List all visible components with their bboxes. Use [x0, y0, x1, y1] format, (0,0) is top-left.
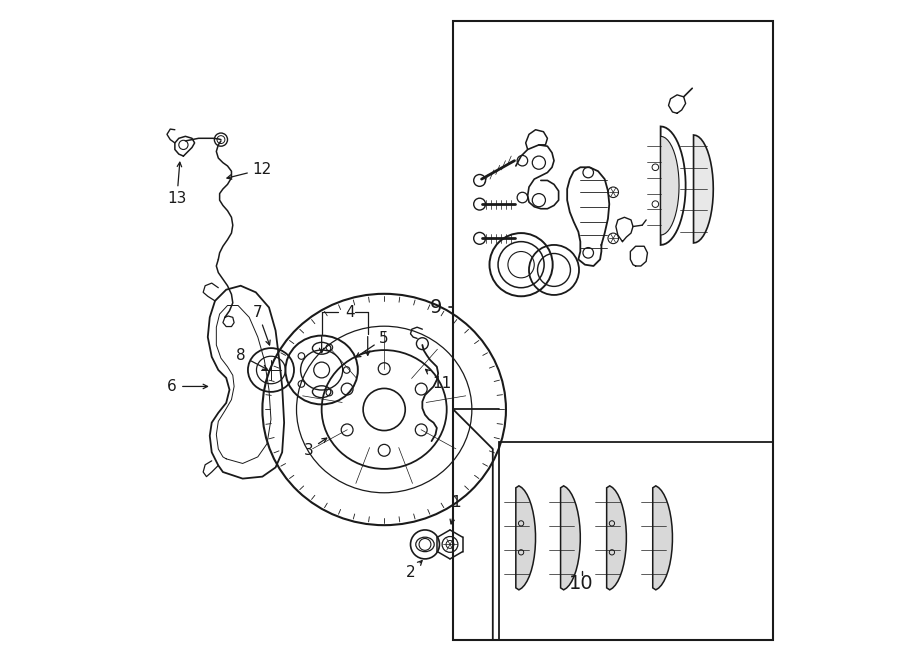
Text: 4: 4	[345, 305, 355, 319]
Polygon shape	[652, 486, 672, 590]
Text: 6: 6	[167, 379, 208, 394]
Text: 5: 5	[356, 331, 389, 357]
Text: 12: 12	[227, 162, 272, 179]
Text: 9: 9	[429, 298, 442, 317]
Text: 10: 10	[570, 574, 594, 594]
Text: 2: 2	[406, 561, 422, 580]
Bar	[454, 21, 772, 640]
Polygon shape	[607, 486, 626, 590]
Polygon shape	[516, 486, 536, 590]
Text: 11: 11	[426, 369, 452, 391]
Text: 1: 1	[450, 496, 462, 524]
Text: 13: 13	[167, 162, 186, 206]
Text: 3: 3	[303, 438, 327, 458]
Polygon shape	[694, 135, 714, 243]
Bar	[500, 442, 772, 640]
Text: 7: 7	[253, 305, 270, 345]
Polygon shape	[561, 486, 581, 590]
Polygon shape	[661, 136, 680, 235]
Text: 8: 8	[236, 348, 267, 369]
